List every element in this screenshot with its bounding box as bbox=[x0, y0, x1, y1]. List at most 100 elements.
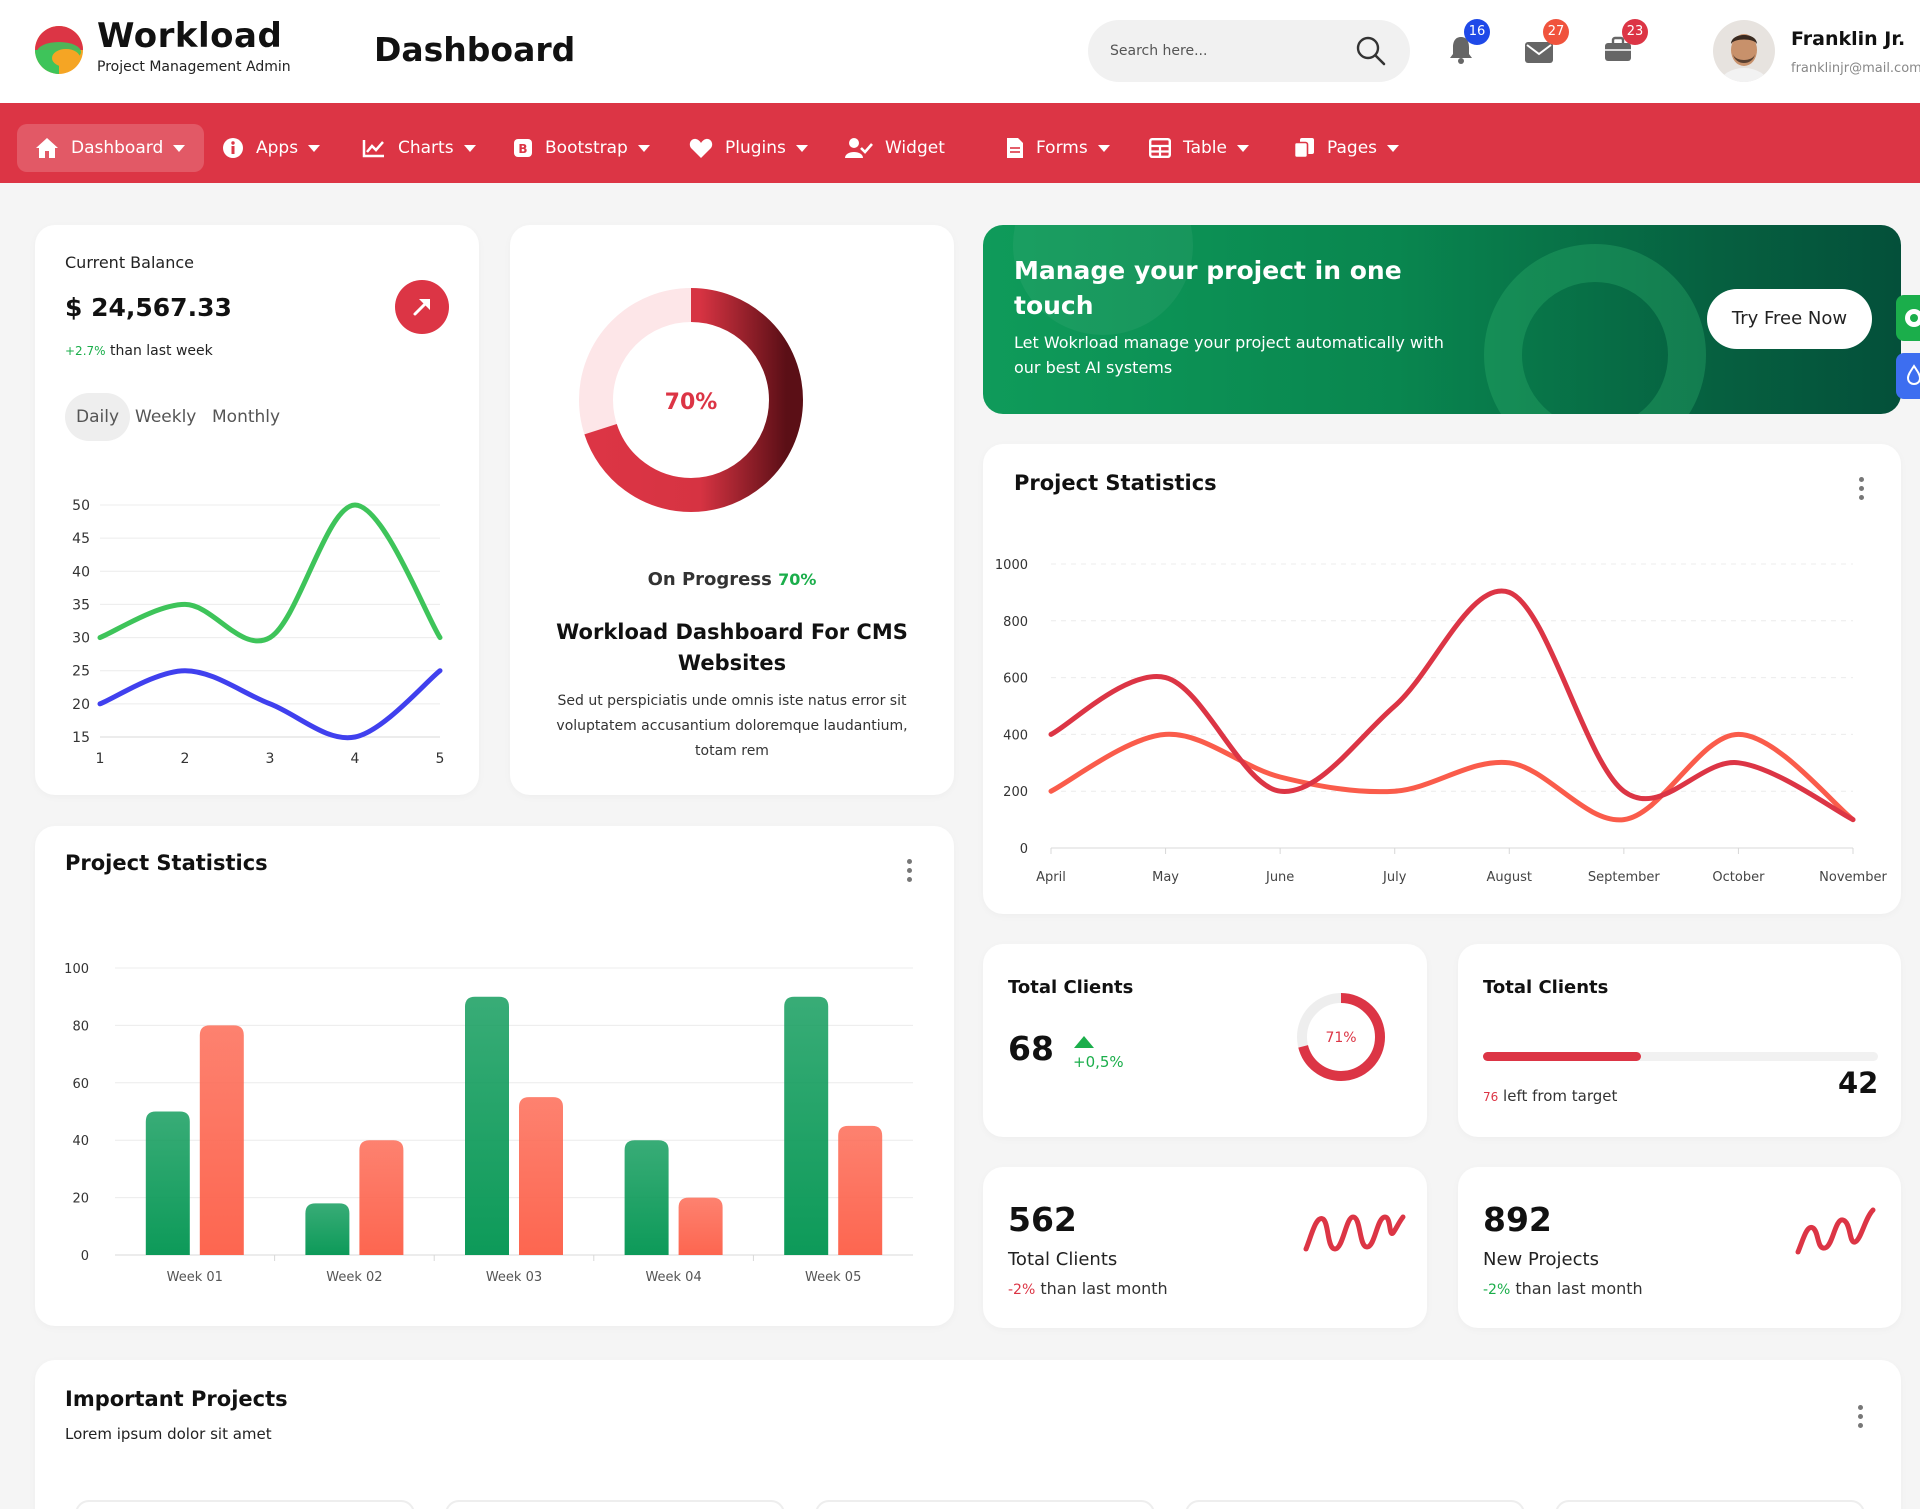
project-item[interactable] bbox=[445, 1500, 785, 1509]
progress-title: Workload Dashboard For CMS Websites bbox=[556, 620, 908, 675]
x-tick-label: Week 05 bbox=[805, 1270, 861, 1285]
briefcase-badge: 23 bbox=[1622, 19, 1648, 45]
try-free-now-button[interactable]: Try Free Now bbox=[1707, 289, 1872, 349]
target-progress-fill bbox=[1483, 1052, 1641, 1061]
card-title: Total Clients bbox=[1008, 977, 1134, 998]
main-navigation: Dashboard Apps Charts B Bootstrap Plugin… bbox=[0, 103, 1920, 183]
progress-description: Sed ut perspiciatis unde omnis iste natu… bbox=[556, 693, 908, 759]
mail-icon[interactable] bbox=[1524, 37, 1554, 67]
table-icon bbox=[1149, 138, 1171, 158]
project-statistics-bar-chart: 0 20 40 60 80 100 Week 01 Week 02 Week 03 Week 04… bbox=[64, 962, 913, 1285]
banner-description: Let Wokrload manage your project automat… bbox=[1014, 333, 1444, 377]
heart-icon bbox=[689, 138, 713, 158]
y-tick-label: 40 bbox=[72, 564, 90, 580]
workload-logo-icon[interactable] bbox=[34, 25, 84, 75]
banner-decoration bbox=[1013, 225, 1706, 414]
new-projects-card: 892 New Projects -2% than last month bbox=[1458, 1167, 1901, 1328]
card-title: Project Statistics bbox=[65, 851, 268, 875]
mini-card-value: 562 bbox=[1008, 1200, 1077, 1239]
copy-icon bbox=[1293, 138, 1314, 159]
bell-icon[interactable] bbox=[1446, 34, 1476, 64]
project-item[interactable] bbox=[1555, 1500, 1865, 1509]
total-clients-month-card: 562 Total Clients -2% than last month bbox=[983, 1167, 1427, 1328]
y-tick-label: 0 bbox=[81, 1249, 89, 1264]
nav-label: Bootstrap bbox=[545, 138, 628, 158]
balance-change-percent: +2.7% bbox=[65, 344, 106, 358]
droplet-icon bbox=[1906, 364, 1920, 386]
y-tick-label: 15 bbox=[72, 730, 90, 746]
briefcase-icon[interactable] bbox=[1603, 34, 1633, 64]
x-tick-label: June bbox=[1265, 870, 1294, 885]
nav-label: Plugins bbox=[725, 138, 786, 158]
target-progress-track bbox=[1483, 1052, 1878, 1061]
nav-label: Apps bbox=[256, 138, 299, 158]
y-tick-label: 20 bbox=[72, 1192, 89, 1207]
tab-daily[interactable]: Daily bbox=[65, 393, 131, 441]
more-options-icon[interactable] bbox=[1858, 1405, 1864, 1431]
balance-value: $ 24,567.33 bbox=[65, 293, 232, 322]
donut-progress-arc bbox=[579, 288, 803, 512]
nav-item-widget[interactable]: Widget bbox=[845, 124, 945, 172]
theme-side-tab[interactable] bbox=[1896, 353, 1920, 399]
search-icon[interactable] bbox=[1354, 34, 1388, 68]
y-tick-label: 20 bbox=[72, 697, 90, 713]
bar bbox=[624, 1140, 669, 1255]
nav-item-dashboard[interactable]: Dashboard bbox=[17, 124, 204, 172]
nav-item-pages[interactable]: Pages bbox=[1293, 124, 1400, 172]
user-check-icon bbox=[845, 138, 873, 158]
donut-percent-label: 71% bbox=[1325, 1030, 1356, 1046]
nav-item-table[interactable]: Table bbox=[1149, 124, 1249, 172]
banner-title: Manage your project in one touch bbox=[1014, 256, 1402, 320]
triangle-up-icon bbox=[1074, 1036, 1094, 1048]
project-item[interactable] bbox=[815, 1500, 1155, 1509]
series-line-0 bbox=[97, 502, 443, 644]
chevron-down-icon bbox=[463, 144, 476, 152]
card-subtitle: Lorem ipsum dolor sit amet bbox=[65, 1425, 272, 1443]
project-item[interactable] bbox=[75, 1500, 415, 1509]
nav-item-apps[interactable]: Apps bbox=[222, 124, 321, 172]
sparkline-icon bbox=[1795, 1207, 1876, 1255]
brand-subtitle: Project Management Admin bbox=[97, 59, 291, 75]
nav-item-charts[interactable]: Charts bbox=[362, 124, 476, 172]
user-name[interactable]: Franklin Jr. bbox=[1791, 28, 1906, 50]
settings-side-tab[interactable] bbox=[1896, 295, 1920, 341]
project-item[interactable] bbox=[1185, 1500, 1525, 1509]
mini-card-change-suffix: than last month bbox=[1510, 1279, 1643, 1298]
x-tick-label: 4 bbox=[351, 751, 360, 767]
user-avatar[interactable] bbox=[1713, 20, 1775, 82]
y-tick-label: 400 bbox=[1003, 728, 1028, 743]
project-statistics-bar-card: Project Statistics 0 20 40 60 80 100 Week 01 We… bbox=[35, 826, 954, 1326]
y-tick-label: 25 bbox=[72, 664, 90, 680]
more-options-icon[interactable] bbox=[1859, 477, 1865, 503]
bar bbox=[145, 1111, 190, 1255]
nav-item-plugins[interactable]: Plugins bbox=[689, 124, 808, 172]
promo-banner: Manage your project in one touch Let Wok… bbox=[983, 225, 1901, 414]
y-tick-label: 200 bbox=[1003, 785, 1028, 800]
sparkline-icon bbox=[1303, 1214, 1406, 1252]
tab-weekly[interactable]: Weekly bbox=[135, 407, 197, 427]
x-tick-label: 3 bbox=[266, 751, 275, 767]
clients-donut-chart: 71% bbox=[1297, 993, 1385, 1081]
progress-status: On Progress 70% bbox=[510, 569, 954, 590]
x-tick-label: October bbox=[1712, 870, 1765, 885]
bar bbox=[784, 996, 829, 1255]
nav-item-bootstrap[interactable]: B Bootstrap bbox=[513, 124, 650, 172]
mini-card-value: 892 bbox=[1483, 1200, 1552, 1239]
notification-badge: 16 bbox=[1464, 19, 1490, 45]
more-options-icon[interactable] bbox=[907, 859, 913, 885]
total-clients-card: Total Clients 68 +0,5% 71% bbox=[983, 944, 1427, 1137]
tab-monthly[interactable]: Monthly bbox=[212, 407, 281, 427]
project-statistics-line-card: Project Statistics 0 200 400 600 800 1000 Apri… bbox=[983, 444, 1901, 914]
arrow-up-right-icon bbox=[413, 299, 430, 316]
total-clients-value: 68 bbox=[1008, 1029, 1054, 1068]
balance-trend-button[interactable] bbox=[395, 280, 449, 334]
x-tick-label: July bbox=[1382, 870, 1407, 885]
x-tick-label: 2 bbox=[181, 751, 190, 767]
mini-card-change-suffix: than last month bbox=[1035, 1279, 1168, 1298]
balance-label: Current Balance bbox=[65, 253, 194, 272]
info-icon bbox=[223, 138, 243, 158]
nav-item-forms[interactable]: Forms bbox=[1006, 124, 1110, 172]
x-tick-label: September bbox=[1588, 870, 1661, 885]
search-input[interactable] bbox=[1110, 38, 1330, 64]
